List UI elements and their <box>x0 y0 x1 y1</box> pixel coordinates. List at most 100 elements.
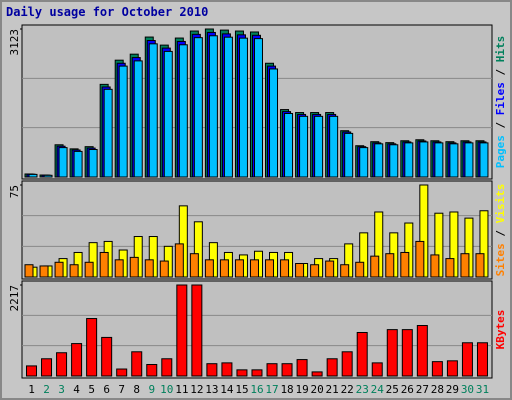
bar <box>430 254 440 278</box>
bar <box>341 351 353 377</box>
bar <box>161 358 173 377</box>
bar <box>206 363 218 377</box>
bar <box>434 142 444 178</box>
bar <box>401 329 413 377</box>
y-tick-label: 3123 <box>8 29 21 56</box>
bar <box>163 50 173 178</box>
bar <box>71 343 83 377</box>
y-tick-label: 2217 <box>8 285 21 312</box>
bar <box>39 265 49 278</box>
bar <box>176 284 188 377</box>
x-tick-label: 5 <box>88 383 95 396</box>
bar <box>54 261 64 278</box>
bar <box>26 365 37 377</box>
bar <box>178 44 188 178</box>
bar <box>476 342 488 377</box>
x-tick-label: 1 <box>28 383 35 396</box>
bar <box>445 258 455 278</box>
bar <box>374 143 384 178</box>
x-tick-label: 27 <box>416 383 429 396</box>
bar <box>281 363 293 377</box>
bar <box>191 284 203 377</box>
x-tick-label: 15 <box>235 383 248 396</box>
x-tick-label: 9 <box>148 383 155 396</box>
bar <box>355 261 365 278</box>
bar <box>221 362 233 377</box>
bar <box>131 351 143 377</box>
bar <box>88 149 98 178</box>
bar <box>159 260 169 278</box>
bar <box>116 368 128 377</box>
bar <box>265 259 275 278</box>
bar <box>419 141 429 178</box>
legend-entry: Files <box>494 82 507 115</box>
x-tick-label: 14 <box>220 383 234 396</box>
bar <box>340 264 350 278</box>
bar <box>146 364 158 377</box>
legend-separator: / <box>494 115 507 135</box>
x-tick-label: 24 <box>371 383 385 396</box>
bar <box>329 115 339 178</box>
legend-separator: / <box>494 223 507 243</box>
bar <box>208 35 218 178</box>
legend: Pages / Files / Hits <box>494 36 507 169</box>
bar <box>475 253 485 278</box>
bar <box>144 259 154 278</box>
bar <box>326 358 338 377</box>
bar <box>238 37 248 178</box>
bar <box>236 369 248 377</box>
bar <box>223 36 233 178</box>
bar <box>389 144 399 178</box>
bar <box>118 65 128 178</box>
bar <box>251 369 263 377</box>
bar <box>189 253 199 278</box>
legend: Sites / Visits <box>494 184 507 277</box>
legend-entry: Sites <box>494 243 507 276</box>
legend: KBytes <box>494 310 507 350</box>
x-tick-label: 2 <box>43 383 50 396</box>
bar <box>43 174 53 178</box>
bar <box>24 264 34 278</box>
bar <box>296 359 308 377</box>
legend-entry: Hits <box>494 36 507 63</box>
bar <box>101 336 113 377</box>
bar <box>446 360 458 377</box>
panel <box>21 280 493 379</box>
bar <box>461 342 473 377</box>
bar <box>464 142 474 178</box>
x-tick-label: 29 <box>446 383 459 396</box>
bar <box>114 259 124 278</box>
bar <box>385 253 395 278</box>
bar <box>310 264 320 278</box>
bar <box>359 147 369 178</box>
bar <box>28 173 38 178</box>
bar <box>56 352 68 377</box>
bar <box>266 363 278 377</box>
bar <box>73 150 83 178</box>
x-tick-label: 10 <box>160 383 173 396</box>
x-tick-label: 18 <box>280 383 293 396</box>
bar <box>356 331 368 377</box>
y-tick-label: 75 <box>8 185 21 198</box>
x-tick-label: 28 <box>431 383 444 396</box>
bar <box>204 259 214 278</box>
bar <box>416 325 428 377</box>
bar <box>311 371 323 377</box>
bar <box>86 318 98 377</box>
bar <box>103 88 113 178</box>
bar <box>148 43 158 178</box>
bar <box>284 112 294 178</box>
legend-separator: / <box>494 62 507 82</box>
x-tick-label: 22 <box>341 383 354 396</box>
x-tick-label: 17 <box>265 383 278 396</box>
bar <box>269 68 279 178</box>
bar <box>295 263 305 278</box>
chart-title: Daily usage for October 2010 <box>6 5 208 19</box>
x-tick-label: 8 <box>133 383 140 396</box>
bar <box>370 255 380 278</box>
bar <box>449 143 459 178</box>
bar <box>460 253 470 278</box>
bar <box>129 256 139 278</box>
bar <box>325 260 335 278</box>
